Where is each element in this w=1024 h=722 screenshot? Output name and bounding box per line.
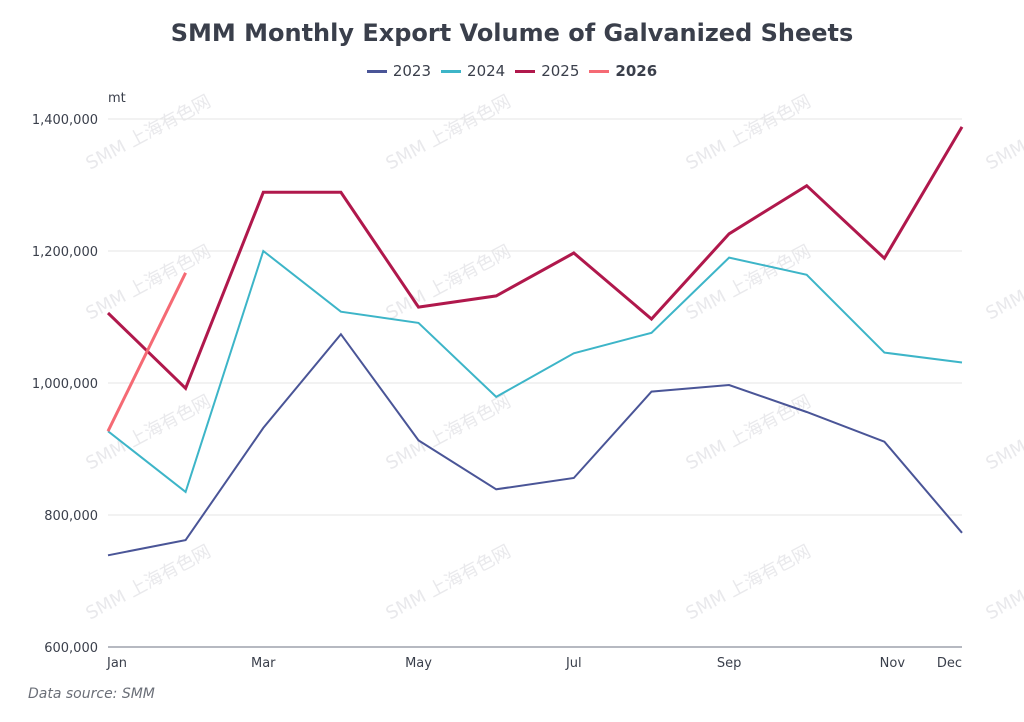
series-line-2026[interactable] bbox=[106, 272, 187, 432]
watermark-text: SMM 上海有色网 bbox=[382, 541, 514, 624]
y-tick-label: 1,400,000 bbox=[32, 113, 98, 128]
watermark-text: SMM 上海有色网 bbox=[982, 391, 1024, 474]
x-tick-label: May bbox=[405, 656, 432, 671]
legend-swatch-2024 bbox=[441, 69, 462, 73]
series-lines bbox=[106, 126, 964, 557]
watermark-text: SMM 上海有色网 bbox=[682, 541, 814, 624]
watermark-text: SMM 上海有色网 bbox=[982, 541, 1024, 624]
legend-label-2024: 2024 bbox=[467, 62, 506, 80]
watermark-text: SMM 上海有色网 bbox=[382, 391, 514, 474]
y-tick-label: 800,000 bbox=[44, 509, 98, 524]
watermark-text: SMM 上海有色网 bbox=[382, 91, 514, 174]
legend-swatch-2023 bbox=[366, 69, 387, 73]
x-axis: Jan Mar May Jul Sep Nov Dec bbox=[106, 656, 962, 671]
watermark-text: SMM 上海有色网 bbox=[982, 241, 1024, 324]
legend-label-2025: 2025 bbox=[541, 62, 580, 80]
series-line-2025[interactable] bbox=[106, 126, 964, 391]
x-tick-label: Mar bbox=[251, 656, 276, 671]
watermark-text: SMM 上海有色网 bbox=[682, 91, 814, 174]
y-axis: mt 600,000 800,000 1,000,000 1,200,000 1,400… bbox=[32, 91, 126, 656]
x-tick-label: Dec bbox=[937, 656, 962, 671]
x-tick-label: Nov bbox=[880, 656, 906, 671]
data-source-note: Data source: SMM bbox=[28, 686, 155, 702]
watermark-layer: SMM 上海有色网 SMM 上海有色网 SMM 上海有色网 SMM 上海有色网 SMM … bbox=[82, 91, 1024, 624]
watermark-text: SMM 上海有色网 bbox=[682, 391, 814, 474]
legend-swatch-2025 bbox=[515, 69, 536, 73]
watermark-text: SMM 上海有色网 bbox=[82, 91, 214, 174]
series-line-2023[interactable] bbox=[107, 332, 963, 557]
y-tick-label: 600,000 bbox=[44, 641, 98, 656]
legend-item-2025[interactable]: 2025 bbox=[515, 62, 579, 80]
chart-legend: 2023 2024 2025 2026 bbox=[0, 62, 1024, 80]
chart-title: SMM Monthly Export Volume of Galvanized … bbox=[170, 19, 854, 47]
y-tick-label: 1,000,000 bbox=[32, 377, 98, 392]
watermark-text: SMM 上海有色网 bbox=[82, 541, 214, 624]
legend-label-2026: 2026 bbox=[615, 62, 658, 80]
y-axis-unit-label: mt bbox=[108, 91, 126, 106]
x-tick-label: Sep bbox=[717, 656, 742, 671]
y-tick-label: 1,200,000 bbox=[32, 245, 98, 260]
series-line-2024[interactable] bbox=[107, 249, 963, 494]
x-tick-label: Jul bbox=[565, 656, 582, 671]
legend-item-2024[interactable]: 2024 bbox=[441, 62, 505, 80]
legend-item-2026[interactable]: 2026 bbox=[589, 62, 657, 80]
watermark-text: SMM 上海有色网 bbox=[82, 241, 214, 324]
legend-label-2023: 2023 bbox=[392, 62, 432, 80]
x-tick-label: Jan bbox=[106, 656, 127, 671]
legend-item-2023[interactable]: 2023 bbox=[366, 62, 432, 80]
grid-lines bbox=[108, 118, 962, 648]
watermark-text: SMM 上海有色网 bbox=[982, 91, 1024, 174]
legend-swatch-2026 bbox=[589, 69, 610, 73]
